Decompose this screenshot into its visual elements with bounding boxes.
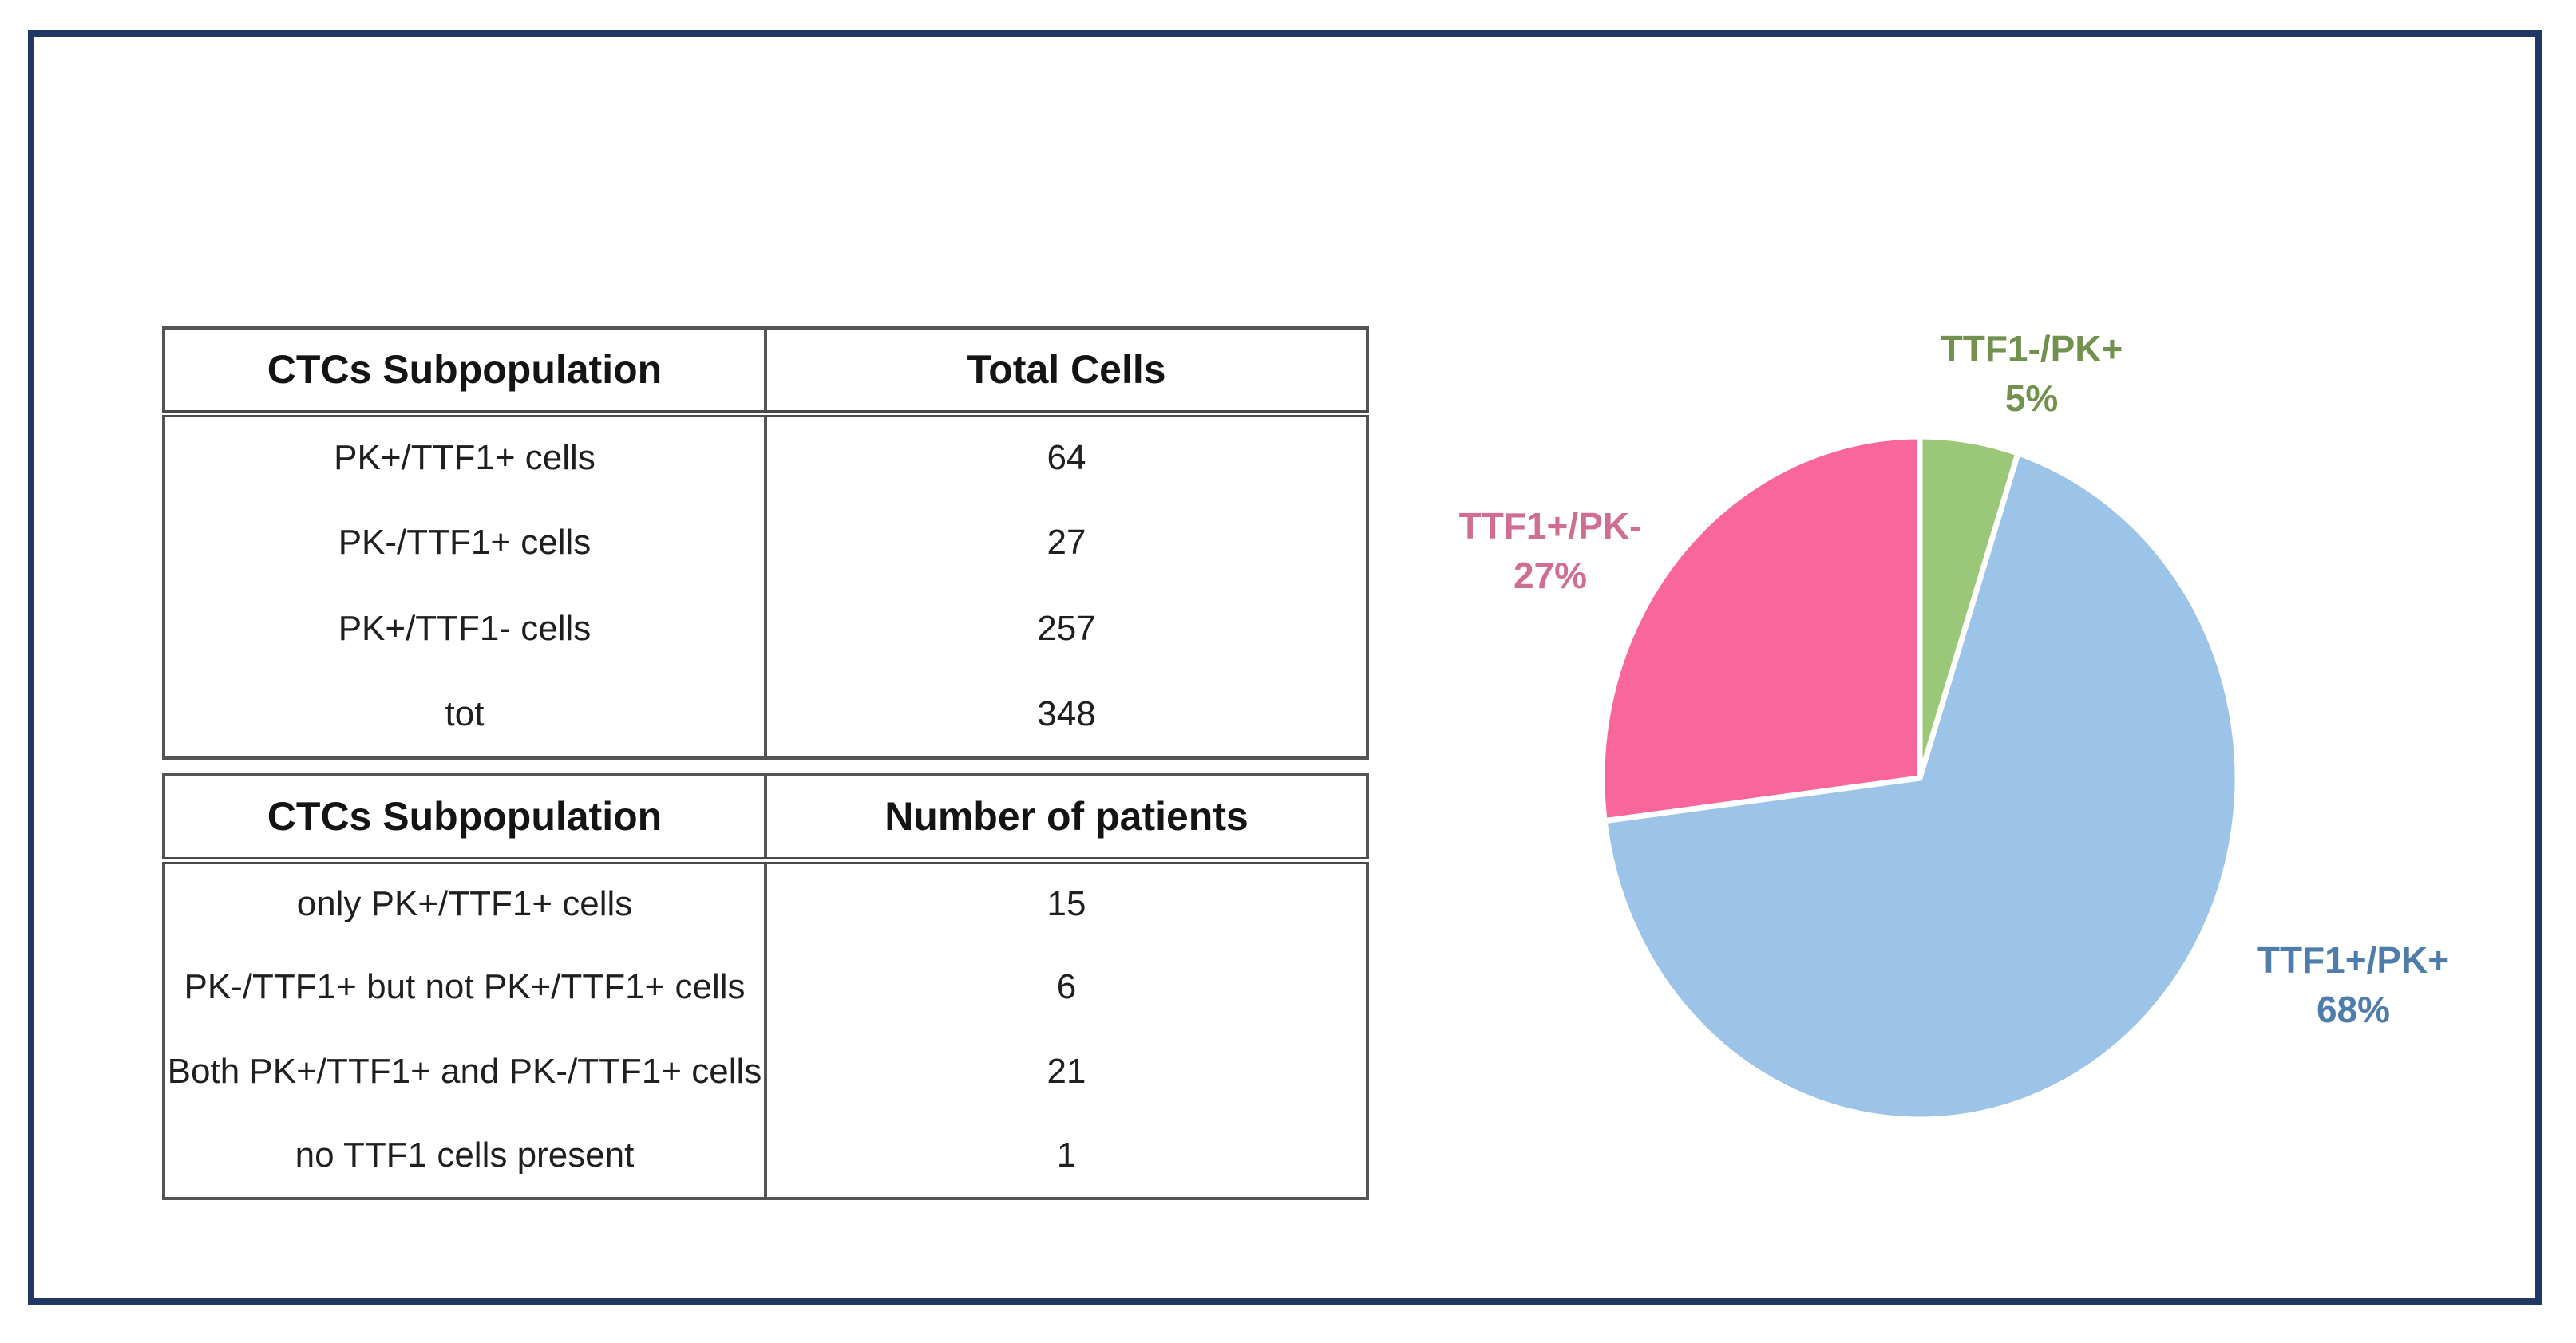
table-cell: 21 [1047,1052,1086,1091]
table-cell: PK+/TTF1- cells [164,586,767,672]
patients-table: CTCs Subpopulation Number of patients on… [162,773,1369,1200]
pie-label-percent: 68% [2316,989,2391,1030]
pie-label-ttf1neg-pkpos: TTF1-/PK+ 5% [1941,324,2123,423]
table-cell: 15 [1047,884,1086,924]
table-row: no TTF1 cells present 1 [164,1114,1367,1199]
table-cell: PK+/TTF1+ cells [164,413,767,500]
table-row: PK-/TTF1+ but not PK+/TTF1+ cells 6 [164,945,1367,1029]
pie-label-ttf1pos-pkpos: TTF1+/PK+ 68% [2257,935,2449,1034]
table-row: PK+/TTF1+ cells 64 [164,413,1367,500]
table-cell: 348 [1037,694,1096,733]
table-row: Both PK+/TTF1+ and PK-/TTF1+ cells 21 [164,1029,1367,1114]
table-row: PK-/TTF1+ cells 27 [164,500,1367,586]
table-cell: 64 [1047,438,1086,478]
table-cell: 6 [1056,967,1077,1006]
table-row: only PK+/TTF1+ cells 15 [164,860,1367,945]
pie-label-text: TTF1-/PK+ [1940,327,2123,369]
table-cell: 1 [1056,1136,1077,1175]
pie-label-percent: 5% [2004,377,2059,419]
table-cell: 257 [1037,609,1096,648]
table-header-row: CTCs Subpopulation Number of patients [164,775,1367,864]
total-cells-table: CTCs Subpopulation Total Cells PK+/TTF1+… [162,326,1369,760]
table-cell: 27 [1047,523,1086,562]
table-header-row: CTCs Subpopulation Total Cells [164,328,1367,417]
column-header-subpopulation: CTCs Subpopulation [164,775,767,864]
pie-slice-ttf1-pk- [1601,450,2241,1123]
column-header-patients: Number of patients [766,775,1367,864]
pie-label-text: TTF1+/PK+ [2257,938,2450,981]
table-row: PK+/TTF1- cells 257 [164,586,1367,672]
pie-label-percent: 27% [1513,555,1588,596]
table-cell: Both PK+/TTF1+ and PK-/TTF1+ cells [164,1029,767,1114]
pie-slice-ttf1-pk- [1599,433,1923,824]
table-cell: tot [164,672,767,758]
pie-label-ttf1pos-pkneg: TTF1+/PK- 27% [1459,501,1642,600]
table-row: tot 348 [164,672,1367,758]
column-header-total-cells: Total Cells [766,328,1367,417]
table-cell: no TTF1 cells present [164,1114,767,1199]
table-cell: PK-/TTF1+ cells [164,500,767,586]
column-header-subpopulation: CTCs Subpopulation [164,328,767,417]
table-cell: PK-/TTF1+ but not PK+/TTF1+ cells [164,945,767,1029]
pie-label-text: TTF1+/PK- [1458,504,1642,547]
table-cell: only PK+/TTF1+ cells [164,860,767,945]
